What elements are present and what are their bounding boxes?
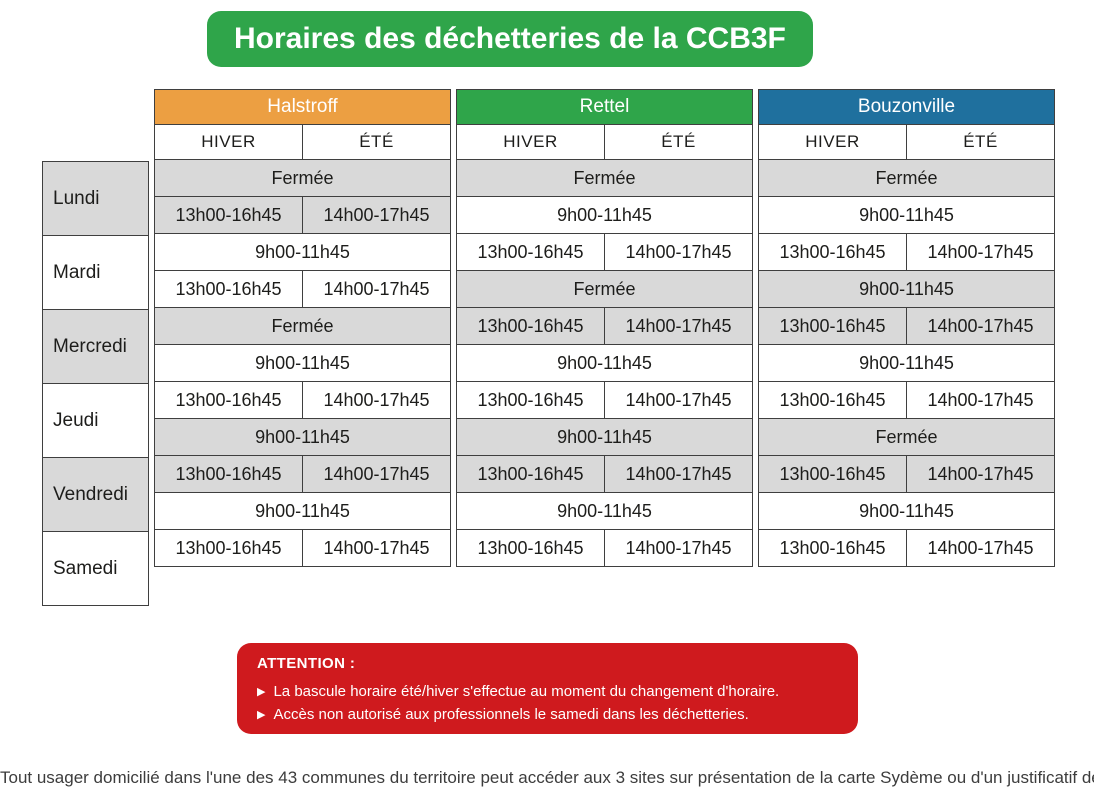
cell-vendredi-bouzonville-morning: Fermée bbox=[758, 418, 1055, 456]
cell-samedi-rettel-afternoon-hiver: 13h00-16h45 bbox=[456, 529, 605, 567]
footer-note: Tout usager domicilié dans l'une des 43 … bbox=[0, 768, 1094, 787]
cell-mardi-rettel-afternoon-ete: 14h00-17h45 bbox=[604, 233, 753, 271]
cell-vendredi-rettel-morning: 9h00-11h45 bbox=[456, 418, 753, 456]
day-label-vendredi: Vendredi bbox=[42, 457, 149, 532]
season-header-hiver-rettel: HIVER bbox=[456, 124, 605, 160]
cell-mercredi-rettel-morning: Fermée bbox=[456, 270, 753, 308]
cell-jeudi-rettel-morning: 9h00-11h45 bbox=[456, 344, 753, 382]
cell-mercredi-rettel-afternoon-hiver: 13h00-16h45 bbox=[456, 307, 605, 345]
cell-jeudi-bouzonville-afternoon-ete: 14h00-17h45 bbox=[906, 381, 1055, 419]
cell-vendredi-halstroff-morning: 9h00-11h45 bbox=[154, 418, 451, 456]
cell-mercredi-bouzonville-afternoon-hiver: 13h00-16h45 bbox=[758, 307, 907, 345]
cell-mardi-halstroff-afternoon-hiver: 13h00-16h45 bbox=[154, 270, 303, 308]
page-title: Horaires des déchetteries de la CCB3F bbox=[207, 11, 813, 67]
season-header-hiver-halstroff: HIVER bbox=[154, 124, 303, 160]
cell-samedi-halstroff-afternoon-ete: 14h00-17h45 bbox=[302, 529, 451, 567]
cell-mercredi-halstroff-allday: Fermée bbox=[154, 307, 451, 345]
attention-item: ▶ La bascule horaire été/hiver s'effectu… bbox=[257, 681, 838, 704]
cell-mardi-bouzonville-morning: 9h00-11h45 bbox=[758, 196, 1055, 234]
cell-lundi-rettel-allday: Fermée bbox=[456, 159, 753, 197]
bullet-arrow-icon: ▶ bbox=[257, 709, 266, 721]
cell-mardi-halstroff-afternoon-ete: 14h00-17h45 bbox=[302, 270, 451, 308]
attention-title: ATTENTION : bbox=[257, 655, 356, 672]
cell-samedi-bouzonville-afternoon-ete: 14h00-17h45 bbox=[906, 529, 1055, 567]
cell-vendredi-rettel-afternoon-hiver: 13h00-16h45 bbox=[456, 455, 605, 493]
cell-mardi-bouzonville-afternoon-hiver: 13h00-16h45 bbox=[758, 233, 907, 271]
cell-mardi-bouzonville-afternoon-ete: 14h00-17h45 bbox=[906, 233, 1055, 271]
cell-mercredi-bouzonville-afternoon-ete: 14h00-17h45 bbox=[906, 307, 1055, 345]
cell-samedi-bouzonville-morning: 9h00-11h45 bbox=[758, 492, 1055, 530]
cell-jeudi-rettel-afternoon-hiver: 13h00-16h45 bbox=[456, 381, 605, 419]
cell-vendredi-bouzonville-afternoon-hiver: 13h00-16h45 bbox=[758, 455, 907, 493]
site-header-rettel: Rettel bbox=[456, 89, 753, 125]
cell-jeudi-bouzonville-afternoon-hiver: 13h00-16h45 bbox=[758, 381, 907, 419]
season-header-hiver-bouzonville: HIVER bbox=[758, 124, 907, 160]
cell-vendredi-rettel-afternoon-ete: 14h00-17h45 bbox=[604, 455, 753, 493]
cell-jeudi-halstroff-afternoon-ete: 14h00-17h45 bbox=[302, 381, 451, 419]
season-header-ete-rettel: ÉTÉ bbox=[604, 124, 753, 160]
cell-mercredi-rettel-afternoon-ete: 14h00-17h45 bbox=[604, 307, 753, 345]
day-column-table: Lundi Mardi Mercredi Jeudi Vendredi Same… bbox=[42, 161, 149, 606]
attention-item-text: La bascule horaire été/hiver s'effectue … bbox=[273, 683, 780, 700]
site-header-halstroff: Halstroff bbox=[154, 89, 451, 125]
attention-box: ATTENTION : ▶ La bascule horaire été/hiv… bbox=[237, 643, 858, 734]
cell-samedi-halstroff-morning: 9h00-11h45 bbox=[154, 492, 451, 530]
cell-jeudi-halstroff-morning: 9h00-11h45 bbox=[154, 344, 451, 382]
cell-jeudi-rettel-afternoon-ete: 14h00-17h45 bbox=[604, 381, 753, 419]
site-header-bouzonville: Bouzonville bbox=[758, 89, 1055, 125]
cell-mardi-halstroff-morning: 9h00-11h45 bbox=[154, 233, 451, 271]
site-table-rettel: Rettel HIVER ÉTÉ Fermée 9h00-11h45 13h00… bbox=[456, 89, 753, 567]
day-label-jeudi: Jeudi bbox=[42, 383, 149, 458]
cell-lundi-halstroff-afternoon-ete: 14h00-17h45 bbox=[302, 196, 451, 234]
day-label-lundi: Lundi bbox=[42, 161, 149, 236]
site-table-halstroff: Halstroff HIVER ÉTÉ Fermée 13h00-16h45 1… bbox=[154, 89, 451, 567]
cell-vendredi-halstroff-afternoon-ete: 14h00-17h45 bbox=[302, 455, 451, 493]
day-label-mercredi: Mercredi bbox=[42, 309, 149, 384]
cell-samedi-halstroff-afternoon-hiver: 13h00-16h45 bbox=[154, 529, 303, 567]
day-label-mardi: Mardi bbox=[42, 235, 149, 310]
cell-mardi-rettel-morning: 9h00-11h45 bbox=[456, 196, 753, 234]
bullet-arrow-icon: ▶ bbox=[257, 686, 266, 698]
cell-vendredi-halstroff-afternoon-hiver: 13h00-16h45 bbox=[154, 455, 303, 493]
schedule-table-area: Lundi Mardi Mercredi Jeudi Vendredi Same… bbox=[42, 89, 1055, 606]
site-table-bouzonville: Bouzonville HIVER ÉTÉ Fermée 9h00-11h45 … bbox=[758, 89, 1055, 567]
season-header-ete-bouzonville: ÉTÉ bbox=[906, 124, 1055, 160]
cell-samedi-rettel-morning: 9h00-11h45 bbox=[456, 492, 753, 530]
cell-lundi-halstroff-afternoon-hiver: 13h00-16h45 bbox=[154, 196, 303, 234]
attention-item: ▶ Accès non autorisé aux professionnels … bbox=[257, 704, 838, 727]
cell-jeudi-bouzonville-morning: 9h00-11h45 bbox=[758, 344, 1055, 382]
cell-samedi-rettel-afternoon-ete: 14h00-17h45 bbox=[604, 529, 753, 567]
cell-jeudi-halstroff-afternoon-hiver: 13h00-16h45 bbox=[154, 381, 303, 419]
cell-lundi-bouzonville-allday: Fermée bbox=[758, 159, 1055, 197]
cell-samedi-bouzonville-afternoon-hiver: 13h00-16h45 bbox=[758, 529, 907, 567]
day-label-samedi: Samedi bbox=[42, 531, 149, 606]
cell-lundi-halstroff-morning: Fermée bbox=[154, 159, 451, 197]
attention-item-text: Accès non autorisé aux professionnels le… bbox=[273, 706, 749, 723]
season-header-ete-halstroff: ÉTÉ bbox=[302, 124, 451, 160]
cell-vendredi-bouzonville-afternoon-ete: 14h00-17h45 bbox=[906, 455, 1055, 493]
cell-mercredi-bouzonville-morning: 9h00-11h45 bbox=[758, 270, 1055, 308]
cell-mardi-rettel-afternoon-hiver: 13h00-16h45 bbox=[456, 233, 605, 271]
